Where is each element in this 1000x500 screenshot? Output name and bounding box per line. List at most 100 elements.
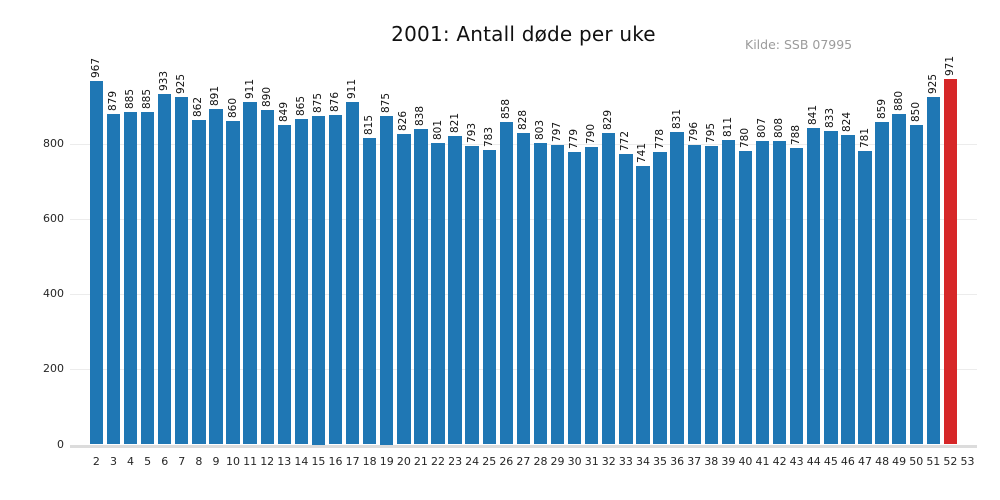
- bar-week-34: [636, 165, 650, 445]
- bar-value-label-week-52: 971: [943, 56, 956, 77]
- x-tick-label-week-43: 43: [789, 455, 804, 468]
- x-tick-label-week-30: 30: [567, 455, 582, 468]
- bar-value-label-week-42: 808: [773, 117, 786, 138]
- bar-week-20: [397, 133, 411, 445]
- bar-value-label-week-11: 911: [243, 78, 256, 99]
- bar-week-35: [653, 151, 667, 445]
- bar-week-52: [943, 79, 958, 445]
- x-tick-label-week-41: 41: [755, 455, 770, 468]
- bar-week-26: [499, 121, 513, 445]
- x-tick-label-week-5: 5: [144, 455, 152, 468]
- x-tick-label-week-39: 39: [721, 455, 736, 468]
- bar-week-37: [687, 145, 701, 445]
- bar-week-31: [585, 147, 599, 445]
- x-tick-label-week-13: 13: [277, 455, 292, 468]
- y-tick-label: 600: [43, 211, 64, 225]
- bar-week-44: [807, 128, 821, 445]
- x-tick-label-week-48: 48: [875, 455, 890, 468]
- bar-week-21: [414, 129, 428, 445]
- bar-week-28: [533, 142, 548, 445]
- bar-week-49: [892, 113, 906, 445]
- x-tick-label-week-28: 28: [533, 455, 548, 468]
- bar-value-label-week-35: 778: [653, 128, 666, 149]
- bar-value-label-week-38: 795: [704, 122, 717, 143]
- bar-week-8: [192, 120, 206, 445]
- y-tick-label: 400: [43, 287, 64, 301]
- bar-week-24: [465, 146, 479, 445]
- bar-value-label-week-3: 879: [106, 90, 119, 111]
- bar-week-36: [670, 132, 684, 445]
- bar-week-16: [328, 115, 343, 445]
- bar-value-label-week-22: 801: [431, 120, 444, 141]
- bar-value-label-week-48: 859: [875, 98, 888, 119]
- bar-value-label-week-47: 781: [858, 127, 871, 148]
- bar-week-42: [772, 140, 787, 445]
- bar-value-label-week-20: 826: [397, 110, 410, 131]
- x-tick-label-week-35: 35: [653, 455, 668, 468]
- bar-week-5: [140, 111, 155, 445]
- bar-value-label-week-50: 850: [909, 101, 922, 122]
- x-tick-label-week-23: 23: [448, 455, 463, 468]
- bar-week-11: [243, 101, 257, 445]
- bar-week-17: [345, 101, 360, 445]
- bar-value-label-week-5: 885: [141, 88, 154, 109]
- x-tick-label-week-21: 21: [413, 455, 428, 468]
- x-tick-label-week-16: 16: [328, 455, 343, 468]
- x-tick-label-week-9: 9: [212, 455, 220, 468]
- x-tick-label-week-45: 45: [823, 455, 838, 468]
- x-tick-label-week-44: 44: [806, 455, 821, 468]
- bar-week-12: [260, 109, 274, 445]
- x-tick-label-week-17: 17: [345, 455, 360, 468]
- bar-week-47: [858, 150, 872, 445]
- x-tick-label-week-40: 40: [738, 455, 753, 468]
- x-tick-label-week-47: 47: [858, 455, 872, 468]
- bar-value-label-week-34: 741: [636, 142, 649, 163]
- bar-value-label-week-21: 838: [414, 106, 427, 127]
- chart-title: 2001: Antall døde per uke: [391, 22, 656, 46]
- bar-value-label-week-36: 831: [670, 108, 683, 130]
- bar-week-27: [516, 133, 531, 445]
- x-tick-label-week-52: 52: [943, 455, 958, 468]
- bar-week-41: [755, 141, 770, 445]
- x-tick-label-week-51: 51: [926, 455, 941, 468]
- bar-week-18: [362, 138, 377, 445]
- x-tick-label-week-36: 36: [670, 455, 685, 468]
- x-tick-label-week-10: 10: [226, 455, 241, 468]
- bar-value-label-week-6: 933: [158, 70, 171, 91]
- bar-value-label-week-24: 793: [465, 123, 478, 144]
- x-tick-label-week-49: 49: [892, 455, 907, 468]
- bar-value-label-week-15: 875: [311, 92, 324, 113]
- bar-value-label-week-19: 875: [380, 92, 393, 113]
- bar-week-43: [789, 148, 804, 445]
- bar-value-label-week-31: 790: [585, 124, 598, 145]
- bar-value-label-week-28: 803: [533, 119, 546, 140]
- bar-week-32: [602, 132, 616, 445]
- bar-value-label-week-27: 828: [516, 110, 529, 131]
- bar-value-label-week-44: 841: [807, 105, 820, 126]
- x-tick-label-week-15: 15: [311, 455, 326, 468]
- x-tick-label-week-50: 50: [909, 455, 924, 468]
- x-tick-label-week-22: 22: [431, 455, 445, 468]
- bar-value-label-week-41: 807: [756, 118, 769, 139]
- bar-value-label-week-46: 824: [841, 111, 854, 132]
- bar-value-label-week-18: 815: [363, 115, 376, 136]
- x-tick-label-week-12: 12: [260, 455, 275, 468]
- bar-week-9: [209, 109, 223, 445]
- bar-value-label-week-43: 788: [790, 125, 803, 146]
- bar-week-15: [311, 115, 326, 445]
- x-tick-label-week-42: 42: [772, 455, 787, 468]
- x-tick-label-week-31: 31: [584, 455, 599, 468]
- bar-value-label-week-26: 858: [499, 98, 512, 119]
- bar-value-label-week-7: 925: [175, 73, 188, 94]
- bar-week-7: [175, 96, 189, 445]
- y-tick-label: 200: [43, 362, 64, 376]
- x-tick-label-week-4: 4: [127, 455, 135, 468]
- x-tick-label-week-6: 6: [161, 455, 169, 468]
- bar-week-25: [482, 150, 496, 445]
- x-tick-label-week-29: 29: [550, 455, 565, 468]
- bar-week-14: [294, 119, 309, 445]
- bar-value-label-week-29: 797: [551, 121, 564, 142]
- x-tick-label-week-3: 3: [109, 455, 117, 468]
